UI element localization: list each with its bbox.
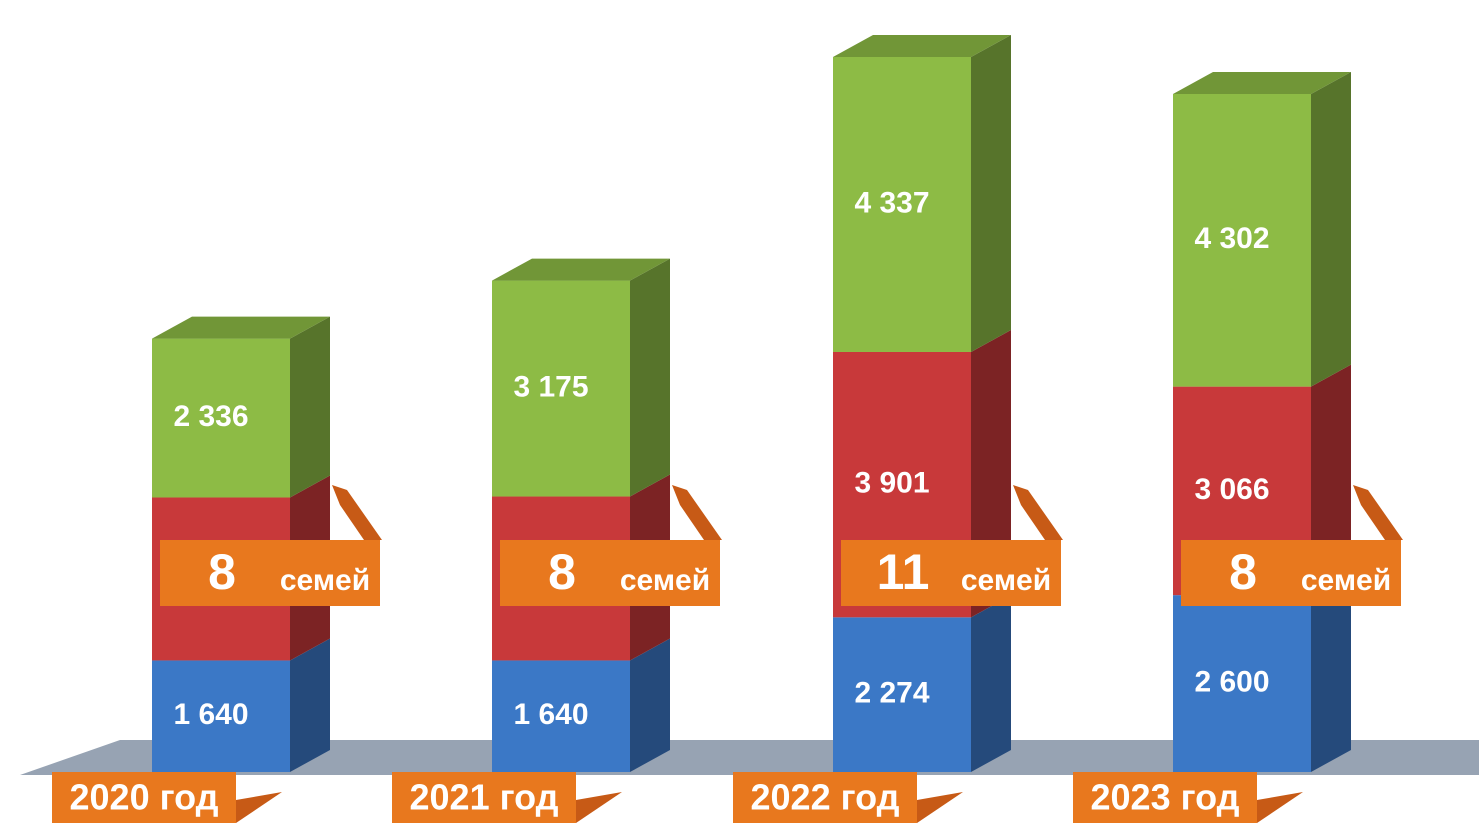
badge-number: 11 [877,544,930,600]
bar-segment [1173,94,1311,387]
bar-segment [152,660,290,772]
bar-segment [492,660,630,772]
badge [841,540,1061,606]
bar-side [1311,573,1351,772]
bar-top [492,258,670,281]
badge-tab [1353,485,1403,540]
category-box [1073,772,1257,823]
bar-side [290,316,330,498]
badge [160,540,380,606]
bar-side [1311,364,1351,596]
value-label: 1 640 [513,698,588,731]
value-label: 3 175 [513,370,588,403]
badge-unit: семей [961,564,1051,597]
badge-number: 8 [548,544,576,600]
category-box [733,772,917,823]
bar-segment [492,280,630,497]
bar-top [1173,72,1351,95]
value-label: 1 640 [173,698,248,731]
badge-number: 8 [1229,544,1257,600]
bar-side [290,638,330,772]
label-shadow [576,792,622,823]
x-tick-label: 2020 год [70,777,219,818]
value-label: 4 302 [1194,222,1269,255]
x-tick-label: 2022 год [751,777,900,818]
label-shadow [1257,792,1303,823]
badge-tab [1013,485,1063,540]
label-shadow [236,792,282,823]
badge-number: 8 [208,544,236,600]
value-label: 2 274 [854,677,929,710]
bar-top [152,316,330,339]
label-shadow [917,792,963,823]
value-label: 2 600 [1194,665,1269,698]
bar-segment [1173,595,1311,772]
category-box [392,772,576,823]
badge-tab [672,485,722,540]
badge [1181,540,1401,606]
badge [500,540,720,606]
bar-segment [152,338,290,498]
bar-side [1311,72,1351,387]
category-box [52,772,236,823]
floor [20,740,1479,775]
badge-tab [332,485,382,540]
bar-segment [833,617,971,772]
badge-unit: семей [620,564,710,597]
value-label: 4 337 [854,186,929,219]
bar-side [971,35,1011,352]
bar-side [630,638,670,772]
bar-top [833,35,1011,57]
x-tick-label: 2023 год [1091,777,1240,818]
bar-segment [833,57,971,352]
badge-unit: семей [1301,564,1391,597]
value-label: 2 336 [173,400,248,433]
bar-side [630,258,670,497]
value-label: 3 066 [1194,473,1269,506]
value-label: 3 901 [854,467,929,500]
bar-side [971,595,1011,772]
x-tick-label: 2021 год [410,777,559,818]
badge-unit: семей [280,564,370,597]
